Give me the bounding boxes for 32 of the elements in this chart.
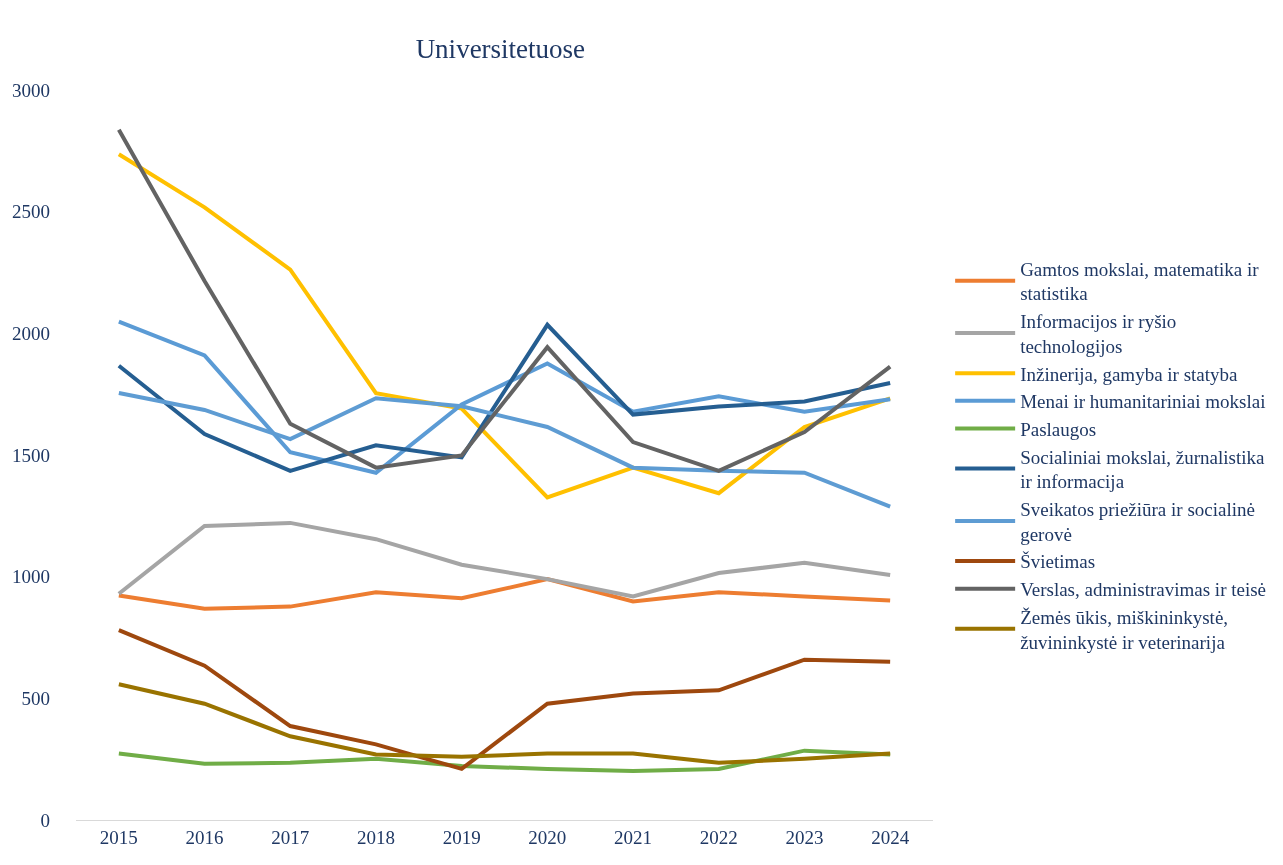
legend-label: Verslas, administravimas ir teisė <box>1020 579 1267 601</box>
legend-label: Žemės ūkis, miškininkystė, žuvininkystė ir veterinarija <box>1020 606 1229 653</box>
x-tick-label: 2022 <box>699 826 738 848</box>
legend-label: Gamtos mokslai, matematika ir statistika <box>1020 258 1260 305</box>
x-tick-label: 2024 <box>871 826 910 848</box>
x-tick-label: 2018 <box>356 826 395 848</box>
x-tick-label: 2021 <box>614 826 653 848</box>
y-tick-label: 2000 <box>12 322 50 344</box>
legend-label: Paslaugos <box>1020 418 1097 440</box>
legend-label: Menai ir humanitariniai mokslai <box>1020 391 1266 413</box>
y-tick-label: 3000 <box>12 79 50 101</box>
chart-title: Universitetuose <box>415 33 586 64</box>
y-tick-label: 2500 <box>12 201 50 223</box>
x-tick-label: 2017 <box>271 826 310 848</box>
x-tick-label: 2016 <box>185 826 224 848</box>
legend-label: Sveikatos priežiūra ir socialinė gerovė <box>1020 499 1255 545</box>
x-tick-label: 2023 <box>785 826 824 848</box>
y-tick-label: 1500 <box>12 444 50 466</box>
line-series <box>116 628 893 771</box>
x-tick-label: 2019 <box>442 826 481 848</box>
legend-label: Inžinerija, gamyba ir statyba <box>1020 363 1239 385</box>
line-series <box>116 682 893 765</box>
line-series <box>116 520 893 599</box>
legend-label: Informacijos ir ryšio technologijos <box>1020 311 1177 357</box>
legend-label: Švietimas <box>1020 551 1096 573</box>
x-tick-label: 2020 <box>528 826 567 848</box>
legend-label: Socialiniai mokslai, žurnalistika ir informacija <box>1020 446 1266 493</box>
y-tick-label: 500 <box>21 687 50 709</box>
line-series <box>116 577 893 611</box>
y-tick-label: 0 <box>40 809 50 831</box>
y-tick-label: 1000 <box>12 566 50 588</box>
x-tick-label: 2015 <box>99 826 138 848</box>
